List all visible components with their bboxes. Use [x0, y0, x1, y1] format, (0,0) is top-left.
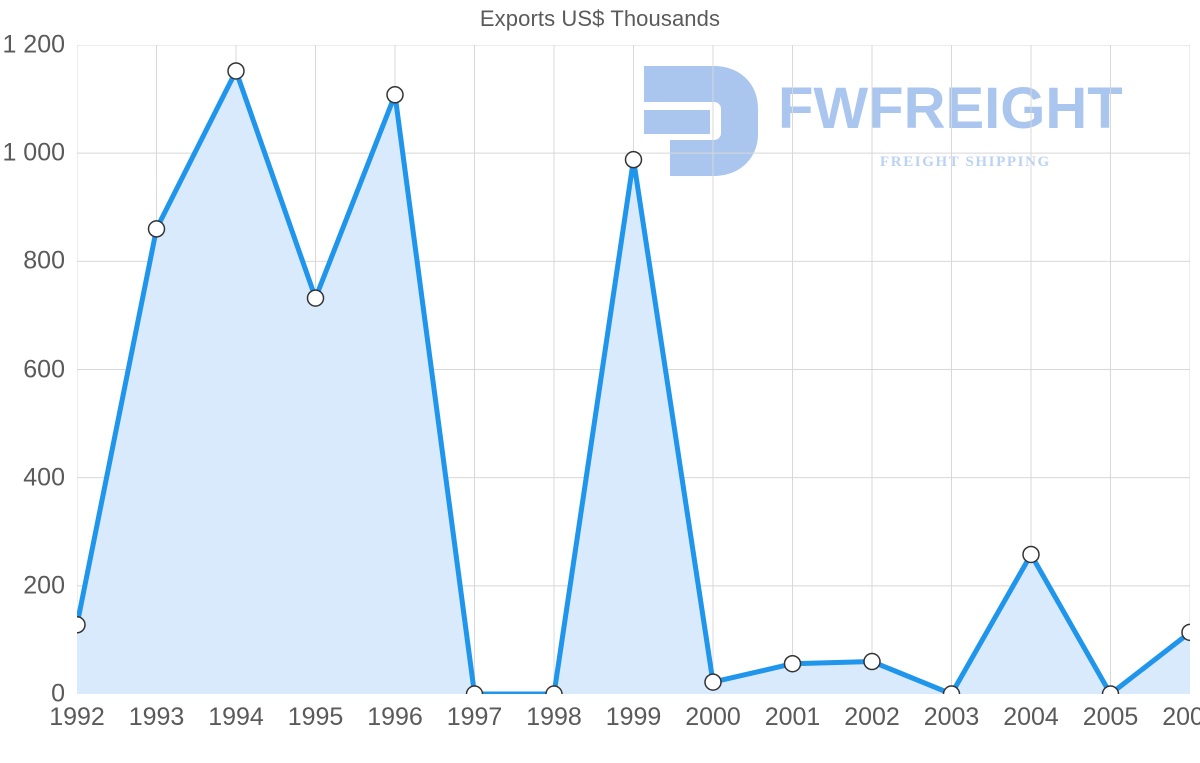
x-axis-tick-label: 1998: [526, 703, 582, 731]
data-point-marker: [1023, 546, 1039, 562]
x-axis-tick-label: 1999: [605, 703, 662, 731]
data-point-marker: [1182, 624, 1190, 640]
x-axis-tick-label: 1992: [49, 703, 105, 731]
x-axis-tick-label: 1995: [287, 703, 344, 731]
data-point-markers: [77, 63, 1190, 694]
x-axis-tick-label: 1994: [208, 703, 264, 731]
data-point-marker: [546, 686, 562, 694]
y-axis-tick-label: 0: [51, 679, 65, 708]
area-fill: [77, 70, 1190, 694]
x-axis-tick-label: 2005: [1082, 703, 1139, 731]
x-axis-tick-label: 1993: [128, 703, 185, 731]
x-axis-tick-label: 1997: [446, 703, 503, 731]
x-axis-tick-label: 2004: [1003, 703, 1059, 731]
data-point-marker: [705, 674, 721, 690]
data-point-marker: [467, 686, 483, 694]
data-point-marker: [308, 290, 324, 306]
x-axis-tick-label: 2000: [685, 703, 741, 731]
data-point-marker: [785, 656, 801, 672]
x-axis-tick-label: 1996: [367, 703, 423, 731]
y-axis-tick-label: 400: [23, 463, 65, 492]
x-axis-tick-label: 2001: [764, 703, 821, 731]
data-point-marker: [864, 654, 880, 670]
data-point-marker: [228, 63, 244, 79]
y-axis-tick-label: 1 000: [2, 138, 65, 167]
x-axis-tick-label: 2003: [923, 703, 980, 731]
data-point-marker: [149, 221, 165, 237]
data-point-marker: [387, 87, 403, 103]
data-point-marker: [1103, 686, 1119, 694]
data-point-marker: [77, 617, 85, 633]
y-axis-tick-label: 200: [23, 571, 65, 600]
data-point-marker: [944, 686, 960, 694]
y-axis-tick-label: 600: [23, 355, 65, 383]
y-axis-tick-label: 800: [23, 246, 65, 275]
x-axis-tick-label: 2006: [1162, 703, 1200, 731]
plot-area: [77, 45, 1190, 694]
data-point-marker: [626, 152, 642, 168]
y-axis-tick-label: 1 200: [2, 30, 65, 59]
x-axis-tick-label: 2002: [844, 703, 900, 731]
chart-title: Exports US$ Thousands: [479, 6, 721, 31]
